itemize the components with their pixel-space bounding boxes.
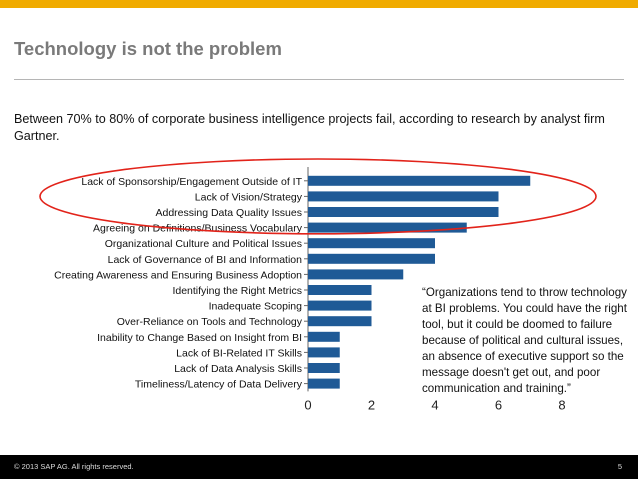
category-label: Creating Awareness and Ensuring Business…: [54, 269, 302, 281]
footer-bar: © 2013 SAP AG. All rights reserved. 5: [0, 455, 638, 479]
bar-chart: Lack of Sponsorship/Engagement Outside o…: [0, 150, 638, 440]
category-label: Identifying the Right Metrics: [172, 285, 302, 297]
bar: [308, 238, 435, 249]
category-label: Inadequate Scoping: [209, 301, 303, 313]
category-label: Lack of BI-Related IT Skills: [176, 347, 302, 359]
title-divider: [14, 79, 624, 80]
slide-title: Technology is not the problem: [14, 38, 282, 59]
bar: [308, 191, 499, 202]
category-label: Over-Reliance on Tools and Technology: [117, 316, 303, 328]
bar: [308, 331, 340, 342]
bar: [308, 363, 340, 373]
bar: [308, 285, 372, 295]
page-number: 5: [617, 462, 622, 471]
bar: [308, 222, 467, 233]
category-label: Timeliness/Latency of Data Delivery: [135, 379, 303, 391]
bar: [308, 269, 404, 280]
bar: [308, 316, 372, 327]
x-tick-label: 8: [558, 397, 565, 412]
category-label: Lack of Vision/Strategy: [195, 191, 303, 203]
x-tick-label: 2: [368, 397, 375, 412]
intro-text: Between 70% to 80% of corporate business…: [14, 112, 605, 143]
category-label: Lack of Sponsorship/Engagement Outside o…: [81, 176, 302, 188]
copyright-text: © 2013 SAP AG. All rights reserved.: [14, 462, 134, 471]
category-label: Inability to Change Based on Insight fro…: [97, 332, 302, 344]
x-tick-label: 4: [431, 397, 438, 412]
category-label: Lack of Governance of BI and Information: [108, 254, 303, 266]
top-accent-bar: [0, 0, 638, 8]
bar: [308, 378, 340, 389]
category-label: Organizational Culture and Political Iss…: [105, 238, 302, 250]
category-label: Lack of Data Analysis Skills: [174, 363, 302, 375]
gartner-quote: “Organizations tend to throw technology …: [422, 285, 634, 397]
bar: [308, 253, 435, 264]
x-tick-label: 0: [304, 397, 311, 412]
bar: [308, 175, 531, 186]
x-tick-label: 6: [495, 397, 502, 412]
bar: [308, 207, 499, 217]
bar: [308, 347, 340, 358]
category-label: Addressing Data Quality Issues: [156, 207, 303, 219]
bar: [308, 300, 372, 311]
highlight-ellipse: [39, 158, 597, 235]
